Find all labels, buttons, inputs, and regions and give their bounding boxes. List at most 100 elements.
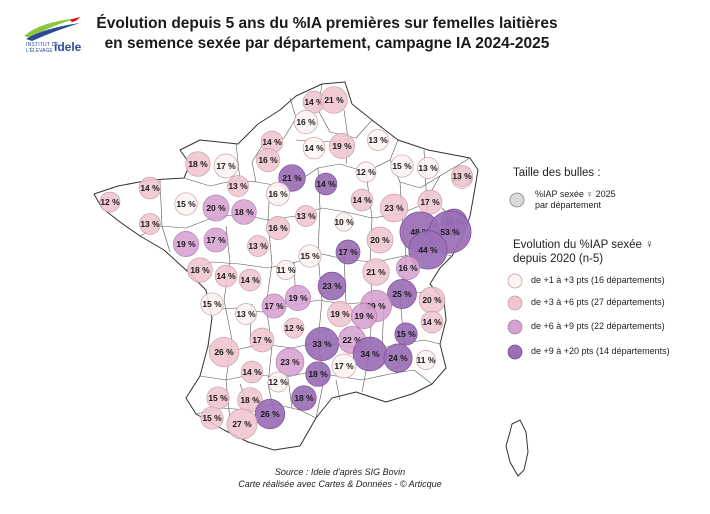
department-bubble-label: 17 % <box>206 235 226 245</box>
department-bubble-label: 21 % <box>282 173 302 183</box>
department-bubble-label: 11 % <box>417 355 436 365</box>
department-bubble-label: 14 % <box>240 275 260 285</box>
department-bubble <box>331 353 357 379</box>
department-bubble <box>267 371 289 393</box>
department-bubble <box>202 194 230 222</box>
idele-logo: INSTITUT DE L'ÉLEVAGE idele <box>20 14 82 54</box>
department-bubbles: 14 % 21 % 16 % 14 % 14 % 19 % 13 % 18 % 17 % 16 %… <box>99 86 473 440</box>
department-bubble-label: 12 % <box>356 167 376 177</box>
department-bubble <box>417 189 443 215</box>
legend-swatch-class-1 <box>507 273 523 289</box>
legend-class-3-label: de +6 à +9 pts (22 départements) <box>531 321 665 331</box>
france-outline <box>93 81 479 451</box>
department-bubble <box>247 235 269 257</box>
department-bubble <box>387 279 417 309</box>
department-bubble <box>173 231 199 257</box>
department-bubble-label: 24 % <box>388 353 408 363</box>
department-bubble <box>254 398 286 430</box>
source-line2: Carte réalisée avec Cartes & Données - ©… <box>238 479 442 489</box>
department-bubble <box>394 322 418 346</box>
department-bubble <box>203 227 229 253</box>
department-bubble-label: 17 % <box>420 197 440 207</box>
title-line1: Évolution depuis 5 ans du %IA premières … <box>96 15 558 32</box>
department-bubble <box>383 343 413 373</box>
department-bubble-label: 16 % <box>268 223 288 233</box>
department-bubble <box>329 133 355 159</box>
department-bubble <box>240 360 264 384</box>
logo-text-line1: INSTITUT DE <box>26 42 59 48</box>
department-bubble <box>200 406 224 430</box>
department-bubble-label: 19 % <box>288 293 308 303</box>
department-bubble <box>451 165 473 187</box>
source-line1: Source : Idele d'après SIG Bovin <box>274 467 406 477</box>
department-bubble <box>99 191 121 213</box>
department-bubble-label: 17 % <box>338 247 358 257</box>
department-bubble-label: 23 % <box>322 281 342 291</box>
department-bubble-label: 18 % <box>308 369 328 379</box>
department-bubble-label: 19 % <box>330 309 350 319</box>
department-bubble <box>335 239 361 265</box>
department-bubble-label: 29 % <box>366 301 386 311</box>
department-bubble-label: 15 % <box>208 393 228 403</box>
department-bubble <box>351 303 377 329</box>
department-bubble-label: 14 % <box>140 183 160 193</box>
department-bubble <box>408 230 448 270</box>
source-note: Source : Idele d'après SIG Bovin Carte r… <box>150 466 530 490</box>
department-bubble <box>396 256 420 280</box>
department-bubble-label: 22 % <box>342 335 362 345</box>
department-bubble <box>294 110 318 134</box>
department-bubble-label: 19 % <box>354 311 374 321</box>
department-bubble <box>139 213 161 235</box>
department-bubble-label: 18 % <box>190 265 210 275</box>
department-bubble-label: 23 % <box>384 203 404 213</box>
department-bubble-label: 44 % <box>418 245 438 255</box>
department-bubble <box>367 129 389 151</box>
legend-swatches <box>507 192 525 360</box>
legend-evolution-title-line2: depuis 2020 (n-5) <box>513 253 604 265</box>
department-bubble-label: 12 % <box>268 377 288 387</box>
department-bubble-label: 16 % <box>296 117 316 127</box>
department-bubble-label: 21 % <box>324 95 344 105</box>
department-bubble <box>231 199 257 225</box>
department-bubble-label: 14 % <box>422 317 442 327</box>
department-bubble-label: 15 % <box>202 299 222 309</box>
department-bubble <box>379 193 409 223</box>
department-bubble-label: 12 % <box>100 197 120 207</box>
department-bubble-label: 15 % <box>396 329 416 339</box>
department-bubble <box>266 182 290 206</box>
department-bubble <box>249 327 275 353</box>
department-bubble <box>213 153 239 179</box>
department-bubble-label: 12 % <box>284 323 304 333</box>
department-bubble-label: 16 % <box>398 263 418 273</box>
department-bubble-label: 26 % <box>260 409 280 419</box>
department-bubble <box>200 292 224 316</box>
department-bubble <box>350 188 374 212</box>
legend-size-bubble <box>509 192 525 208</box>
department-bubble-label: 53 % <box>440 227 460 237</box>
department-bubble-label: 18 % <box>188 159 208 169</box>
department-bubble <box>285 285 311 311</box>
department-bubble <box>298 244 322 268</box>
department-bubble-label: 20 % <box>422 295 442 305</box>
department-bubble-label: 17 % <box>252 335 272 345</box>
department-bubble <box>256 148 280 172</box>
department-bubble <box>276 260 296 280</box>
department-bubble-label: 18 % <box>240 395 260 405</box>
department-bubble-label: 27 % <box>232 419 252 429</box>
legend-swatch-class-2 <box>507 295 523 311</box>
legend-evolution-title: Evolution du %IAP sexée ♀ depuis 2020 (n… <box>513 238 654 266</box>
department-bubble-label: 18 % <box>294 393 314 403</box>
department-bubble <box>416 350 436 370</box>
department-bubble-label: 14 % <box>242 367 262 377</box>
department-bubble <box>261 293 287 319</box>
legend-size-label-line2: par département <box>535 200 602 210</box>
department-bubble-label: 13 % <box>368 135 388 145</box>
department-bubble-label: 10 % <box>334 217 354 227</box>
department-bubble-label: 18 % <box>234 207 254 217</box>
department-bubble <box>185 151 211 177</box>
legend-size-label: %IAP sexée ♀ 2025 par département <box>535 189 616 211</box>
department-bubble <box>214 264 238 288</box>
department-bubble <box>235 303 257 325</box>
logo-text-line2: L'ÉLEVAGE <box>26 48 53 54</box>
legend-class-2-label: de +3 à +6 pts (27 départements) <box>531 297 665 307</box>
